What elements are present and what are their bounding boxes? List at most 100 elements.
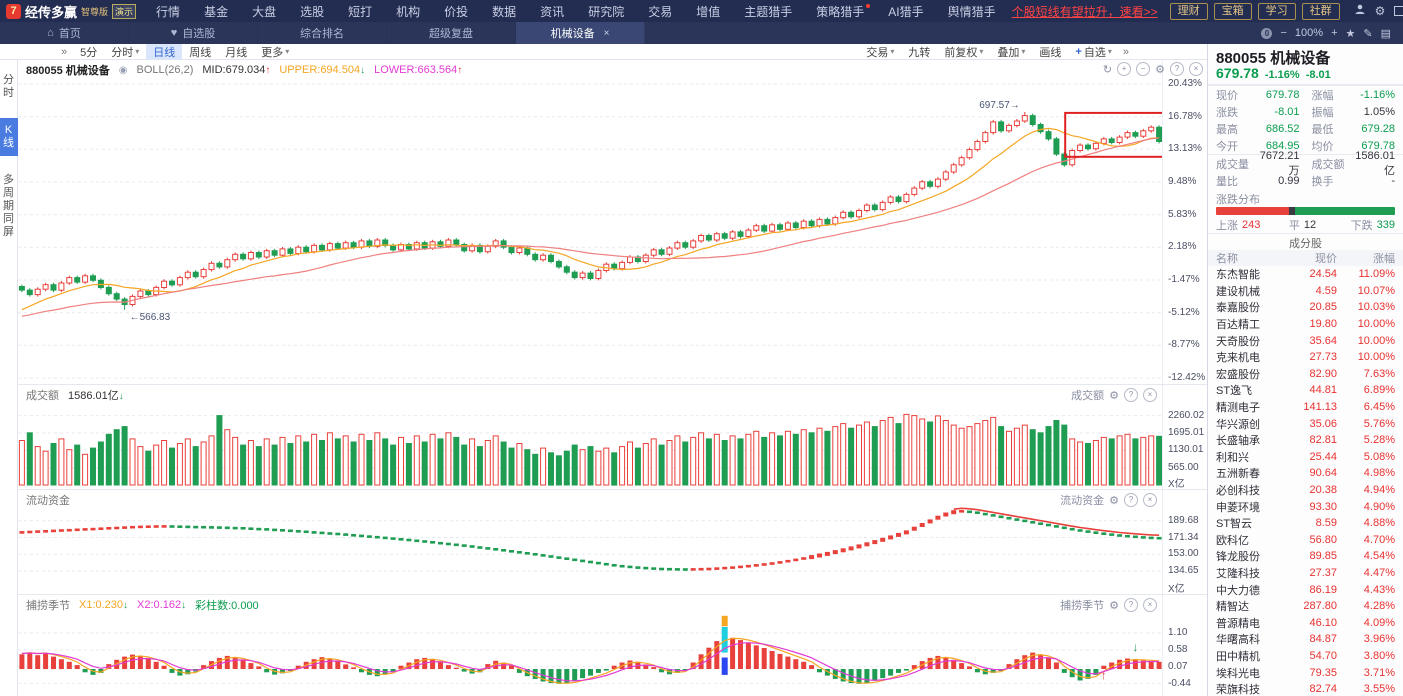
tool-+自选[interactable]: + 自选 ▾ — [1075, 45, 1112, 59]
tab-自选股[interactable]: ♥ 自选股 — [129, 22, 258, 44]
component-stock-row[interactable]: 荣旗科技 82.74 3.55% — [1216, 683, 1395, 696]
tool-交易[interactable]: 交易 ▾ — [866, 46, 895, 59]
promo-link[interactable]: 个股短线有望拉升，速看>> — [1011, 4, 1158, 19]
settings-icon[interactable]: ⚙ — [1109, 599, 1119, 612]
component-stock-row[interactable]: 精智达 287.80 4.28% — [1216, 600, 1395, 614]
component-stock-row[interactable]: 建设机械 4.59 10.07% — [1216, 284, 1395, 298]
collapse-left-icon[interactable]: » — [61, 45, 68, 58]
nav-item-交易[interactable]: 交易 — [648, 4, 673, 19]
gold-button-宝箱[interactable]: 宝箱 — [1213, 2, 1252, 20]
component-stock-row[interactable]: 长盛轴承 82.81 5.28% — [1216, 434, 1395, 448]
nav-item-资讯[interactable]: 资讯 — [540, 4, 565, 19]
indicator-toggle-icon[interactable]: ◉ — [118, 64, 128, 76]
nav-item-增值[interactable]: 增值 — [696, 4, 721, 19]
header-price[interactable]: 现价 — [1315, 253, 1337, 265]
nav-item-主题猎手[interactable]: 主题猎手 — [744, 4, 793, 19]
tool-前复权[interactable]: 前复权 ▾ — [944, 46, 984, 59]
refresh-icon[interactable]: ↻ — [1102, 63, 1113, 76]
nav-item-策略猎手[interactable]: 策略猎手 — [804, 3, 876, 20]
component-stock-row[interactable]: 宏盛股份 82.90 7.63% — [1216, 367, 1395, 381]
settings-icon[interactable]: ⚙ — [1109, 389, 1119, 402]
nav-item-大盘[interactable]: 大盘 — [252, 4, 277, 19]
tool-画线[interactable]: 画线 — [1039, 46, 1062, 59]
component-stock-row[interactable]: 中大力德 86.19 4.43% — [1216, 583, 1395, 597]
tab-综合排名[interactable]: 综合排名 — [258, 22, 387, 44]
star-icon[interactable]: ★ — [1345, 27, 1356, 40]
kline-chart[interactable]: 697.57→ ←566.83 — [18, 60, 1163, 385]
nav-item-价投[interactable]: 价投 — [444, 4, 469, 19]
period-分时[interactable]: 分时 ▾ — [111, 46, 140, 59]
header-name[interactable]: 名称 — [1216, 253, 1238, 265]
more-tools-icon[interactable]: » — [1122, 45, 1129, 58]
period-5分[interactable]: 5分 — [80, 46, 98, 59]
component-stock-row[interactable]: 泰嘉股份 20.85 10.03% — [1216, 301, 1395, 315]
nav-item-选股[interactable]: 选股 — [300, 4, 325, 19]
period-日线[interactable]: 日线 — [146, 43, 183, 60]
help-icon[interactable]: ? — [1124, 493, 1138, 507]
nav-item-研究院[interactable]: 研究院 — [588, 4, 625, 19]
tool-叠加[interactable]: 叠加 ▾ — [997, 46, 1026, 59]
component-stock-row[interactable]: 利和兴 25.44 5.08% — [1216, 450, 1395, 464]
settings-icon[interactable]: ⚙ — [1155, 63, 1165, 76]
header-change[interactable]: 涨幅 — [1373, 253, 1395, 265]
volume-chart[interactable] — [18, 385, 1163, 490]
skin-icon[interactable] — [1394, 6, 1403, 16]
component-stock-row[interactable]: 欧科亿 56.80 4.70% — [1216, 533, 1395, 547]
zoom-out-chart-icon[interactable]: − — [1136, 62, 1151, 76]
zoom-in-chart-icon[interactable]: + — [1117, 62, 1132, 76]
season-chart[interactable]: ↑↓ — [18, 595, 1163, 696]
gold-button-学习[interactable]: 学习 — [1257, 2, 1296, 20]
fund-chart[interactable] — [18, 490, 1163, 595]
tab-首页[interactable]: ⌂ 首页 — [0, 22, 129, 44]
pencil-icon[interactable]: ✎ — [1363, 27, 1373, 40]
close-panel-icon[interactable]: × — [1143, 388, 1157, 402]
zoom-out-button[interactable]: − — [1280, 27, 1287, 39]
tab-机械设备[interactable]: 机械设备 × — [516, 22, 645, 44]
nav-item-机构[interactable]: 机构 — [396, 4, 421, 19]
close-panel-icon[interactable]: × — [1189, 62, 1203, 76]
close-panel-icon[interactable]: × — [1143, 598, 1157, 612]
component-stock-row[interactable]: 百达精工 19.80 10.00% — [1216, 318, 1395, 332]
component-stock-row[interactable]: 华兴源创 35.06 5.76% — [1216, 417, 1395, 431]
component-stock-row[interactable]: 田中精机 54.70 3.80% — [1216, 649, 1395, 663]
layout-icon[interactable]: ▤ — [1380, 27, 1391, 40]
user-icon[interactable] — [1354, 0, 1366, 22]
side-tab-分时[interactable]: 分时 — [3, 74, 14, 99]
zoom-in-button[interactable]: + — [1331, 27, 1338, 39]
close-panel-icon[interactable]: × — [1143, 493, 1157, 507]
tab-超级复盘[interactable]: 超级复盘 — [387, 22, 516, 44]
tool-九转[interactable]: 九转 — [908, 46, 931, 59]
nav-item-数据[interactable]: 数据 — [492, 4, 517, 19]
side-tab-K线[interactable]: K线 — [0, 118, 18, 156]
period-周线[interactable]: 周线 — [189, 46, 212, 59]
gold-button-社群[interactable]: 社群 — [1301, 2, 1340, 20]
component-stock-row[interactable]: 东杰智能 24.54 11.09% — [1216, 268, 1395, 282]
component-stock-row[interactable]: 必创科技 20.38 4.94% — [1216, 484, 1395, 498]
side-tab-多周期同屏[interactable]: 多周期同屏 — [3, 174, 14, 238]
nav-item-舆情猎手[interactable]: 舆情猎手 — [947, 4, 996, 19]
nav-item-短打[interactable]: 短打 — [348, 4, 373, 19]
component-stock-row[interactable]: ST智云 8.59 4.88% — [1216, 517, 1395, 531]
component-stock-row[interactable]: 普源精电 46.10 4.09% — [1216, 616, 1395, 630]
component-stock-row[interactable]: 锋龙股份 89.85 4.54% — [1216, 550, 1395, 564]
help-icon[interactable]: ? — [1124, 388, 1138, 402]
help-icon[interactable]: ? — [1170, 62, 1184, 76]
gold-button-理财[interactable]: 理财 — [1169, 2, 1208, 20]
coin-icon[interactable]: 0 — [1261, 27, 1273, 39]
settings-icon[interactable]: ⚙ — [1109, 494, 1119, 507]
component-stock-row[interactable]: 精测电子 141.13 6.45% — [1216, 401, 1395, 415]
period-更多[interactable]: 更多 ▾ — [261, 46, 290, 59]
help-icon[interactable]: ? — [1124, 598, 1138, 612]
component-stock-row[interactable]: 埃科光电 79.35 3.71% — [1216, 666, 1395, 680]
nav-item-行情[interactable]: 行情 — [156, 4, 181, 19]
component-stock-row[interactable]: 五洲新春 90.64 4.98% — [1216, 467, 1395, 481]
period-月线[interactable]: 月线 — [225, 46, 248, 59]
nav-item-AI猎手[interactable]: AI猎手 — [888, 4, 924, 19]
close-tab-icon[interactable]: × — [603, 27, 610, 39]
component-stock-row[interactable]: 申菱环境 93.30 4.90% — [1216, 500, 1395, 514]
component-stock-row[interactable]: 天奇股份 35.64 10.00% — [1216, 334, 1395, 348]
component-stock-row[interactable]: ST逸飞 44.81 6.89% — [1216, 384, 1395, 398]
nav-item-基金[interactable]: 基金 — [204, 4, 229, 19]
component-stock-row[interactable]: 克来机电 27.73 10.00% — [1216, 351, 1395, 365]
component-stock-row[interactable]: 华曙高科 84.87 3.96% — [1216, 633, 1395, 647]
